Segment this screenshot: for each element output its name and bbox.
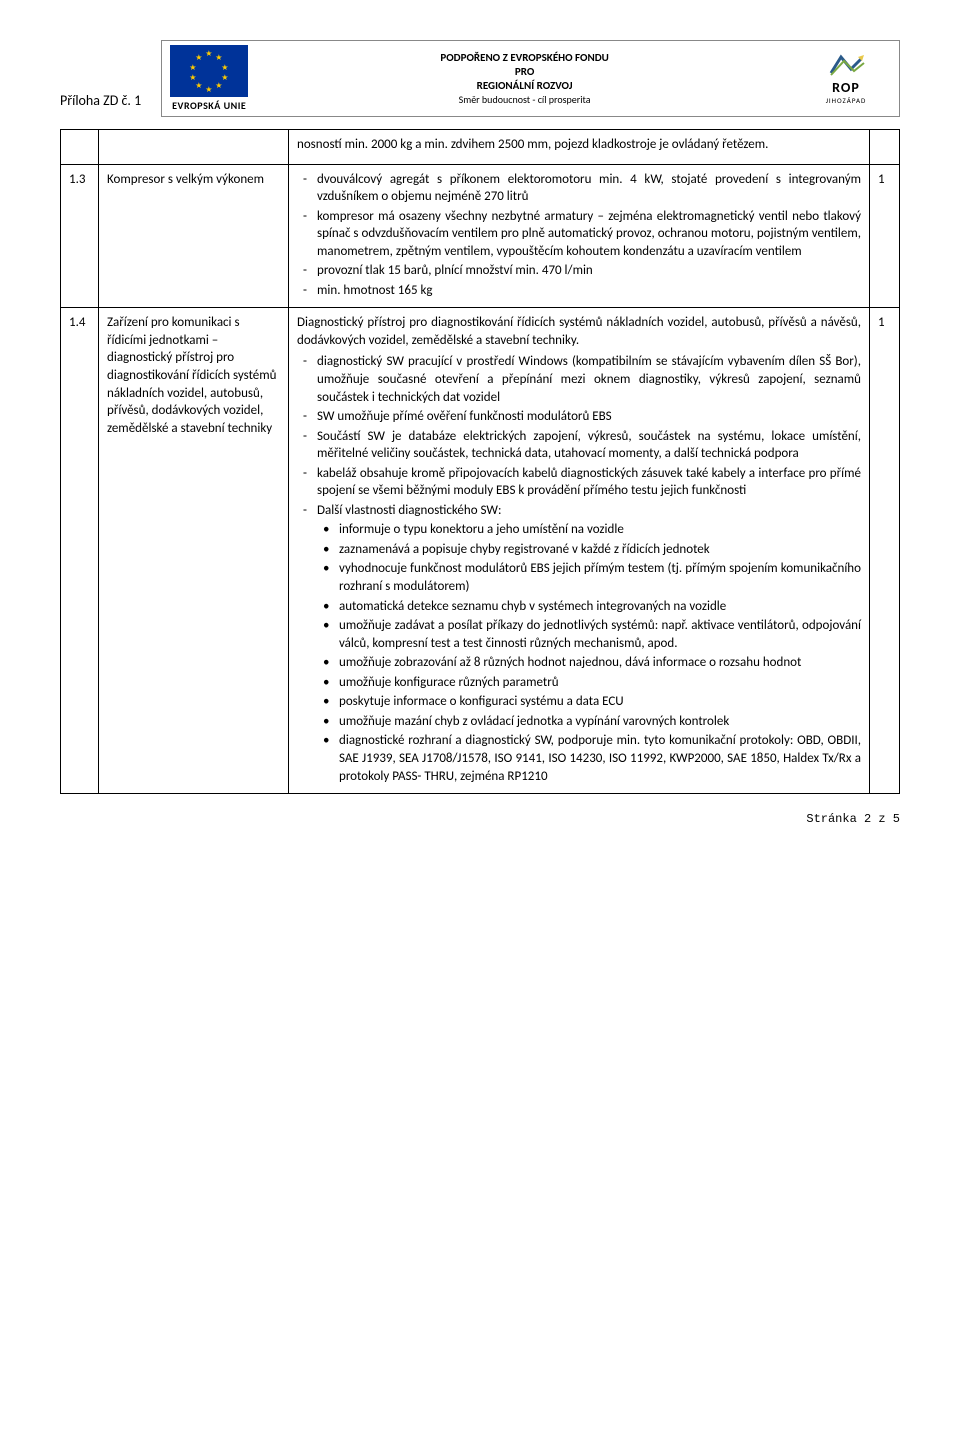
list-item: diagnostický SW pracující v prostředí Wi… [297,353,861,406]
description-text: nosností min. 2000 kg a min. zdvihem 250… [297,136,861,154]
row-item-name: Kompresor s velkým výkonem [99,164,289,308]
dash-list: diagnostický SW pracující v prostředí Wi… [297,353,861,519]
table-row: 1.3Kompresor s velkým výkonemdvouválcový… [61,164,900,308]
row-quantity: 1 [870,308,900,794]
banner-text: PODPOŘENO Z EVROPSKÉHO FONDU PRO REGIONÁ… [258,51,791,107]
row-description: dvouválcový agregát s příkonem elektorom… [289,164,870,308]
row-quantity: 1 [870,164,900,308]
list-item: provozní tlak 15 barů, plnící množství m… [297,262,861,280]
eu-banner: ★ ★ ★ ★ ★ ★ ★ ★ ★ ★ EVROPSKÁ UNIE PODPOŘ… [161,40,900,117]
list-item: SW umožňuje přímé ověření funkčnosti mod… [297,408,861,426]
row-description: nosností min. 2000 kg a min. zdvihem 250… [289,130,870,165]
document-header: Příloha ZD č. 1 ★ ★ ★ ★ ★ ★ ★ ★ ★ ★ [60,40,900,117]
dash-list: dvouválcový agregát s příkonem elektorom… [297,171,861,300]
bullet-list: informuje o typu konektoru a jeho umístě… [321,521,861,785]
list-item: poskytuje informace o konfiguraci systém… [321,693,861,711]
list-item: Další vlastnosti diagnostického SW: [297,502,861,520]
list-item: informuje o typu konektoru a jeho umístě… [321,521,861,539]
list-item: umožňuje mazání chyb z ovládací jednotka… [321,713,861,731]
list-item: umožňuje konfigurace různých parametrů [321,674,861,692]
list-item: umožňuje zadávat a posílat příkazy do je… [321,617,861,652]
list-item: kabeláž obsahuje kromě připojovacích kab… [297,465,861,500]
table-row: 1.4Zařízení pro komunikaci s řídicími je… [61,308,900,794]
row-item-name [99,130,289,165]
description-intro: Diagnostický přístroj pro diagnostikován… [297,314,861,349]
list-item: zaznamenává a popisuje chyby registrovan… [321,541,861,559]
row-number: 1.3 [61,164,99,308]
list-item: umožňuje zobrazování až 8 různých hodnot… [321,654,861,672]
list-item: diagnostické rozhraní a diagnostický SW,… [321,732,861,785]
list-item: kompresor má osazeny všechny nezbytné ar… [297,208,861,261]
list-item: dvouválcový agregát s příkonem elektorom… [297,171,861,206]
table-row: nosností min. 2000 kg a min. zdvihem 250… [61,130,900,165]
row-number [61,130,99,165]
page-footer: Stránka 2 z 5 [60,812,900,826]
eu-flag-icon: ★ ★ ★ ★ ★ ★ ★ ★ ★ ★ [170,45,248,97]
list-item: min. hmotnost 165 kg [297,282,861,300]
attachment-label: Příloha ZD č. 1 [60,92,141,117]
list-item: vyhodnocuje funkčnost modulátorů EBS jej… [321,560,861,595]
row-item-name: Zařízení pro komunikaci s řídicími jedno… [99,308,289,794]
rop-logo-icon: ROP JIHOZÁPAD [801,53,891,105]
row-number: 1.4 [61,308,99,794]
list-item: Součástí SW je databáze elektrických zap… [297,428,861,463]
spec-table: nosností min. 2000 kg a min. zdvihem 250… [60,129,900,794]
row-description: Diagnostický přístroj pro diagnostikován… [289,308,870,794]
row-quantity [870,130,900,165]
list-item: automatická detekce seznamu chyb v systé… [321,598,861,616]
eu-label: EVROPSKÁ UNIE [172,99,246,112]
